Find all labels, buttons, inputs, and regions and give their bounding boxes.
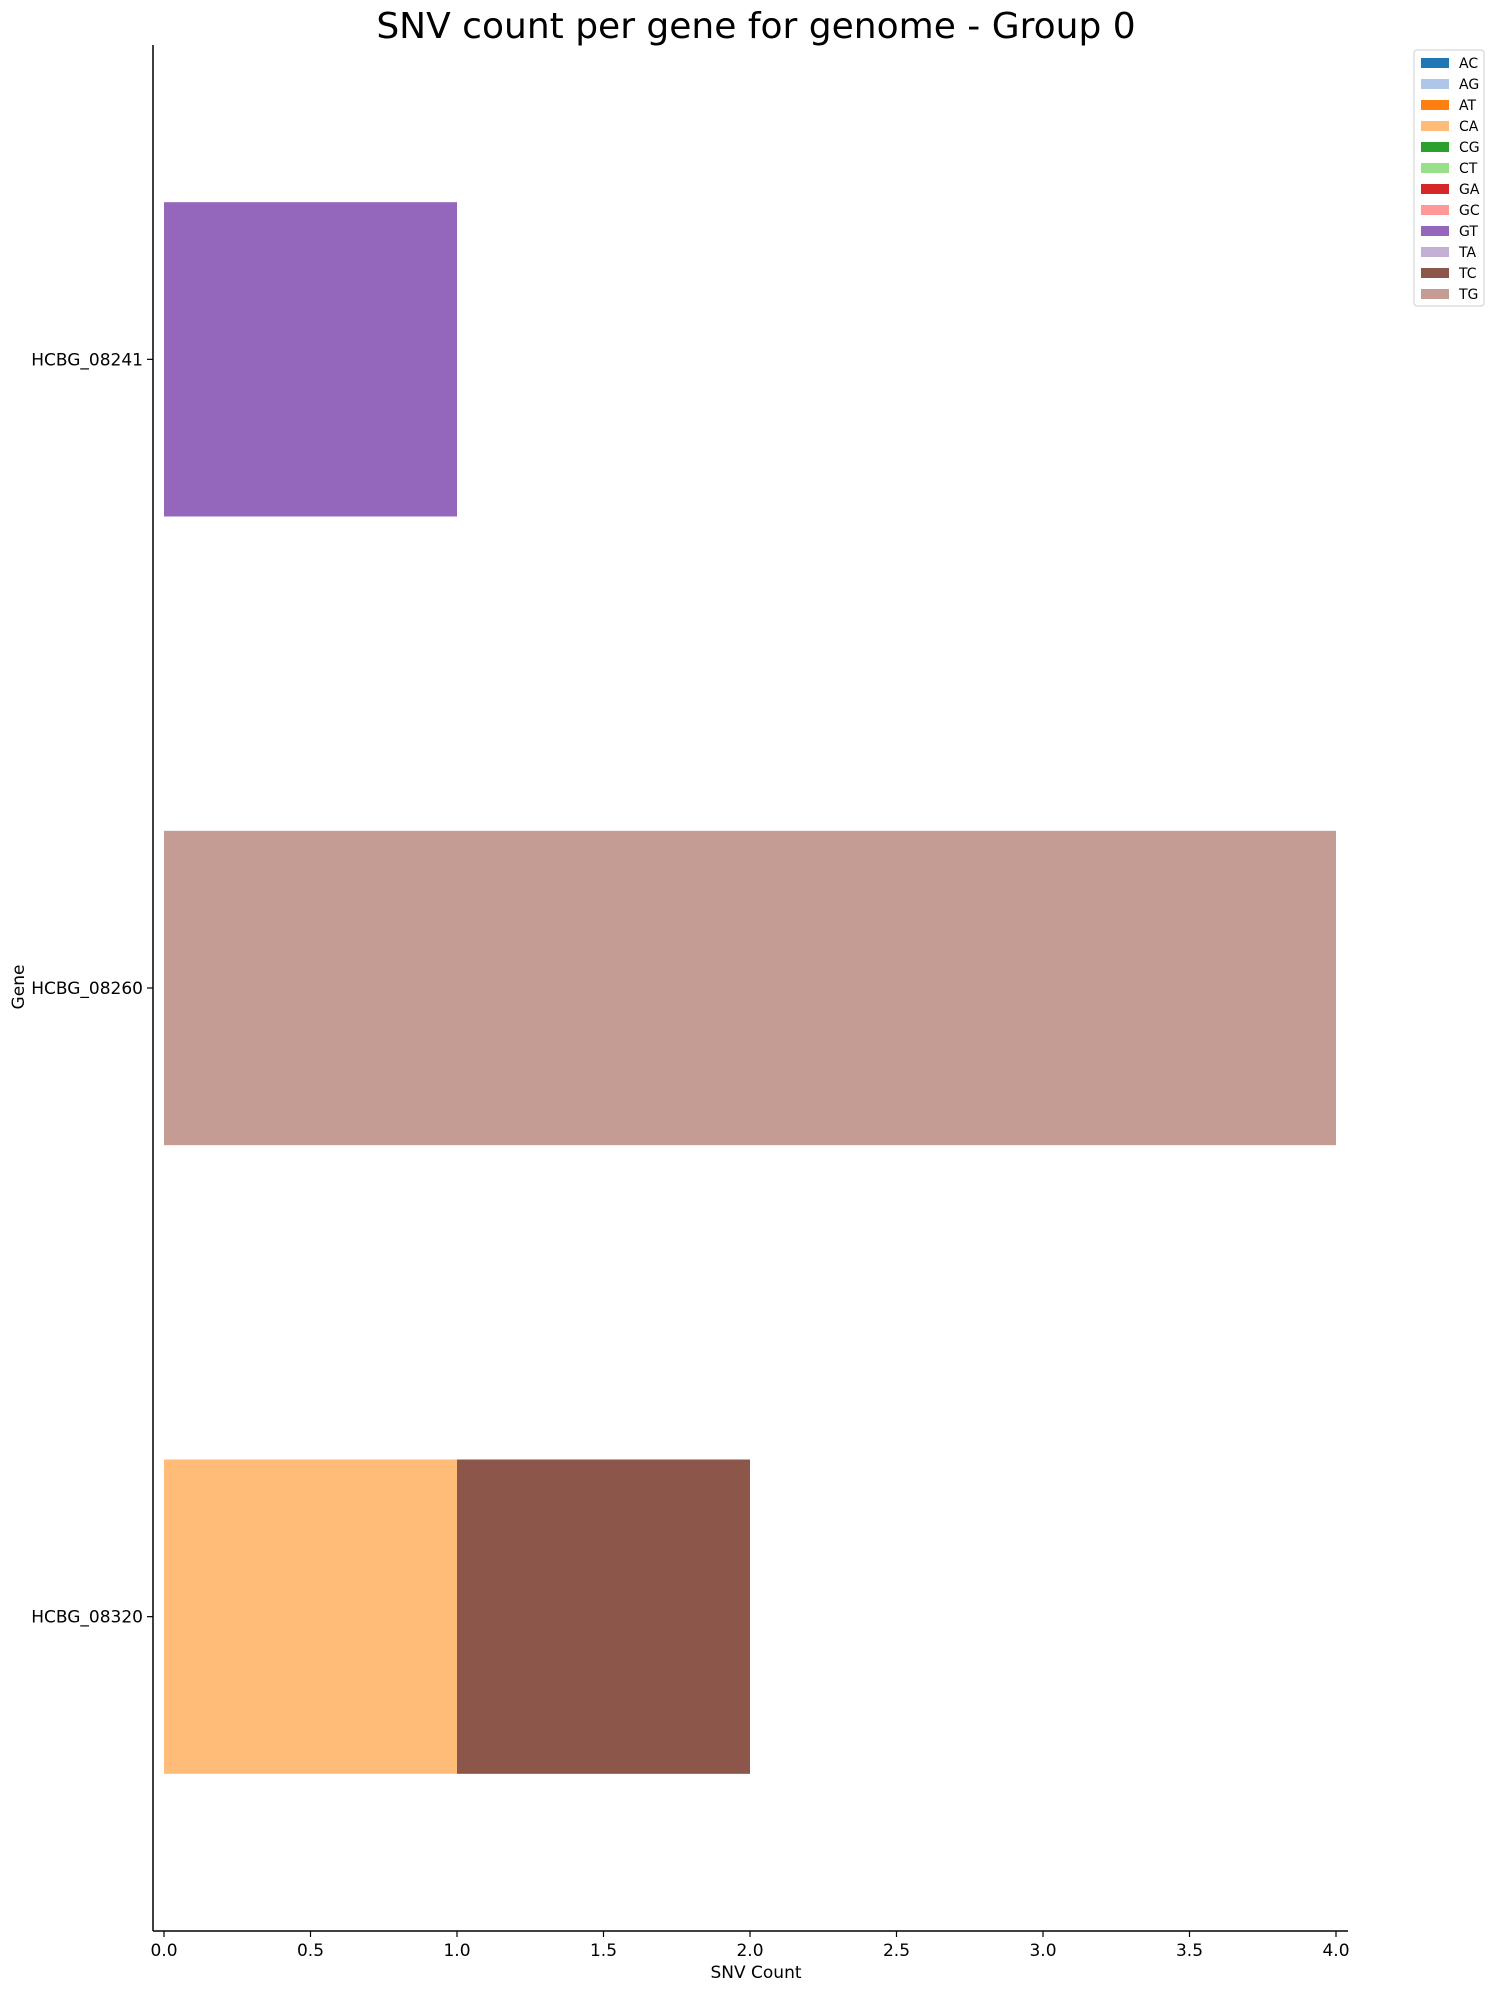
y-axis-label: Gene: [9, 965, 29, 1010]
y-tick-label: HCBG_08320: [31, 1608, 143, 1628]
legend-frame: [1413, 49, 1485, 307]
x-tick-label: 3.0: [1029, 1941, 1056, 1961]
legend-label-TC: TC: [1458, 266, 1477, 282]
legend-swatch-CG: [1421, 142, 1449, 152]
legend-label-CT: CT: [1459, 161, 1478, 177]
legend-label-CG: CG: [1459, 140, 1480, 156]
legend-label-AG: AG: [1459, 77, 1479, 93]
legend-swatch-TG: [1421, 289, 1449, 299]
legend-swatch-AC: [1421, 58, 1449, 68]
legend-items: AC AG AT CA CG CT GA GC GT TA TC TG: [1421, 56, 1480, 303]
legend-label-TG: TG: [1458, 287, 1478, 303]
x-tick-label: 4.0: [1322, 1941, 1349, 1961]
legend-label-AC: AC: [1459, 56, 1478, 72]
legend-swatch-AT: [1421, 100, 1449, 110]
legend-label-GC: GC: [1459, 203, 1480, 219]
legend-swatch-CA: [1421, 121, 1449, 131]
x-tick-label: 0.5: [297, 1941, 324, 1961]
x-ticks: 0.0 0.5 1.0 1.5 2.0 2.5 3.0 3.5 4.0: [150, 1931, 1350, 1961]
bars-group: [164, 202, 1336, 1774]
y-tick-label: HCBG_08241: [31, 350, 143, 370]
x-tick-label: 0.0: [150, 1941, 177, 1961]
legend: AC AG AT CA CG CT GA GC GT TA TC TG: [1413, 49, 1485, 307]
legend-swatch-GC: [1421, 205, 1449, 215]
legend-swatch-TC: [1421, 268, 1449, 278]
x-tick-label: 1.0: [443, 1941, 470, 1961]
bar-HCBG_08241-GT: [164, 202, 457, 517]
y-ticks: HCBG_08241 HCBG_08260 HCBG_08320: [31, 350, 153, 1628]
legend-label-GT: GT: [1459, 224, 1478, 240]
legend-label-GA: GA: [1459, 182, 1480, 198]
chart-title: SNV count per gene for genome - Group 0: [376, 6, 1135, 47]
bar-HCBG_08320-CA: [164, 1459, 457, 1774]
legend-label-CA: CA: [1459, 119, 1479, 135]
legend-label-AT: AT: [1459, 98, 1476, 114]
x-axis-label: SNV Count: [710, 1963, 801, 1983]
legend-swatch-GA: [1421, 184, 1449, 194]
bar-HCBG_08260-TG: [164, 830, 1336, 1146]
x-tick-label: 2.5: [883, 1941, 910, 1961]
y-tick-label: HCBG_08260: [31, 979, 143, 999]
legend-swatch-CT: [1421, 163, 1449, 173]
legend-swatch-GT: [1421, 226, 1449, 236]
legend-swatch-AG: [1421, 79, 1449, 89]
x-tick-label: 1.5: [590, 1941, 617, 1961]
legend-swatch-TA: [1421, 247, 1449, 257]
x-tick-label: 2.0: [736, 1941, 763, 1961]
bar-HCBG_08320-TC: [457, 1459, 750, 1774]
x-tick-label: 3.5: [1176, 1941, 1203, 1961]
legend-label-TA: TA: [1458, 245, 1476, 261]
